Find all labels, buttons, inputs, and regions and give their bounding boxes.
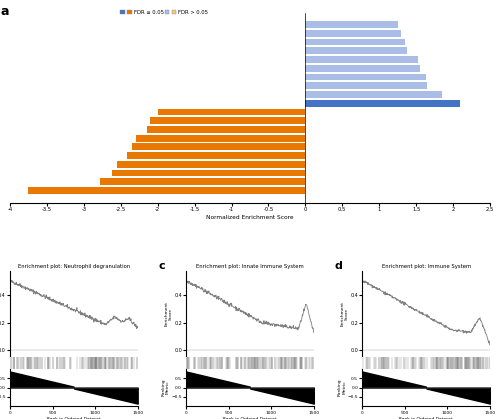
Bar	[100, 178, 306, 185]
Bar	[126, 152, 306, 159]
Bar	[306, 30, 402, 37]
Bar	[306, 39, 405, 46]
Bar	[306, 100, 460, 106]
Bar	[306, 65, 420, 72]
Y-axis label: Enrichment
Score: Enrichment Score	[340, 301, 349, 326]
Bar	[158, 109, 306, 115]
Bar	[132, 143, 306, 150]
Bar	[112, 170, 306, 176]
Bar	[306, 74, 426, 80]
Text: d: d	[334, 261, 342, 271]
Y-axis label: Ranking
Metric: Ranking Metric	[338, 379, 346, 396]
Bar	[306, 21, 398, 28]
Text: a: a	[0, 5, 9, 18]
Bar	[150, 117, 306, 124]
X-axis label: Rank in Ordered Dataset: Rank in Ordered Dataset	[223, 417, 277, 419]
Y-axis label: Enrichment
Score: Enrichment Score	[164, 301, 173, 326]
X-axis label: Rank in Ordered Dataset: Rank in Ordered Dataset	[47, 417, 100, 419]
Y-axis label: Ranking
Metric: Ranking Metric	[162, 379, 170, 396]
Legend: , FDR ≤ 0.05, , FDR > 0.05: , FDR ≤ 0.05, , FDR > 0.05	[118, 8, 210, 17]
Bar	[306, 56, 418, 63]
Title: Enrichment plot: Innate Immune System: Enrichment plot: Innate Immune System	[196, 264, 304, 269]
Title: Enrichment plot: Immune System: Enrichment plot: Immune System	[382, 264, 471, 269]
Bar	[306, 47, 408, 54]
Bar	[117, 161, 306, 168]
Bar	[146, 126, 306, 133]
Title: Enrichment plot: Neutrophil degranulation: Enrichment plot: Neutrophil degranulatio…	[18, 264, 130, 269]
X-axis label: Normalized Enrichment Score: Normalized Enrichment Score	[206, 215, 294, 220]
Text: c: c	[158, 261, 164, 271]
X-axis label: Rank in Ordered Dataset: Rank in Ordered Dataset	[400, 417, 453, 419]
Bar	[28, 187, 305, 194]
Bar	[136, 135, 306, 142]
Bar	[306, 91, 442, 98]
Bar	[306, 83, 427, 89]
